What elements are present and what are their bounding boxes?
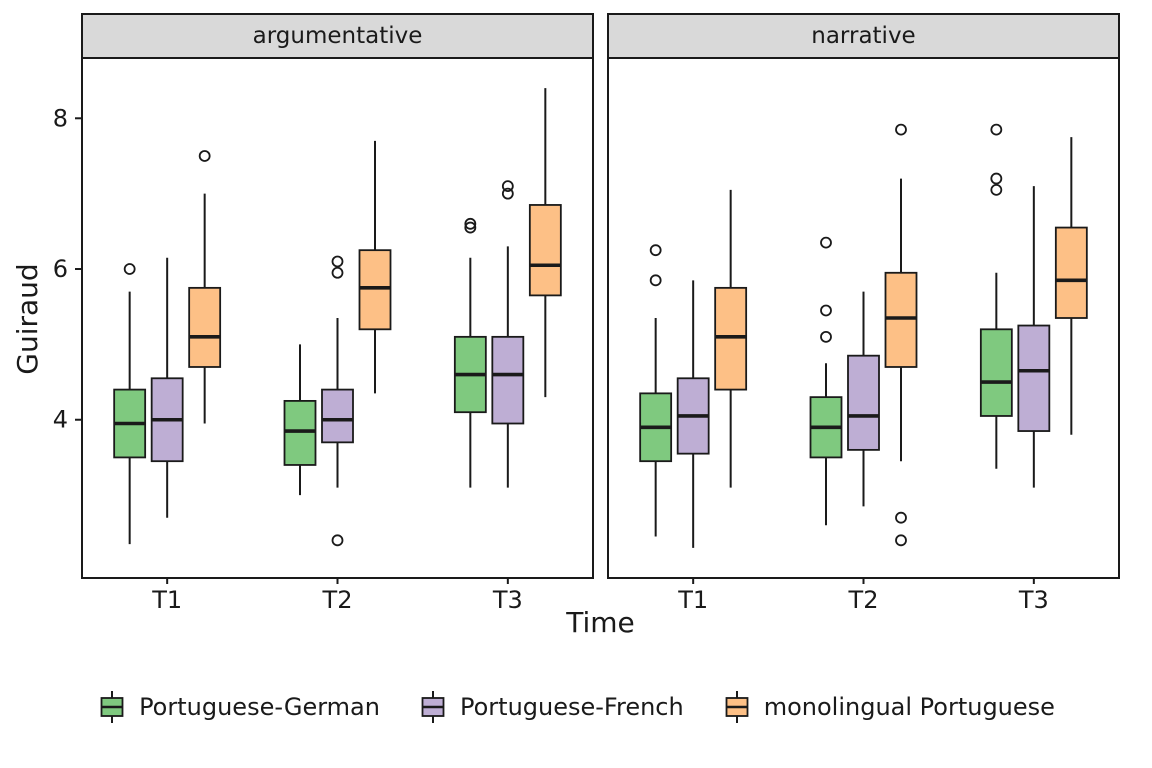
x-tick-label: T2 <box>322 586 353 614</box>
y-tick-label: 8 <box>53 104 68 132</box>
facet-strip <box>81 13 594 59</box>
legend-key-boxplot-icon <box>725 691 749 723</box>
legend-key-boxplot-icon <box>100 691 124 723</box>
outlier-point <box>123 263 136 275</box>
outlier-point <box>649 274 662 287</box>
x-axis-title: Time <box>566 606 635 639</box>
outlier-point <box>895 123 907 136</box>
outlier-point <box>464 217 477 230</box>
box <box>884 271 918 368</box>
outlier-point <box>464 221 477 234</box>
box <box>714 286 748 391</box>
box <box>491 335 525 425</box>
x-tick-label: T1 <box>151 586 182 614</box>
outlier-point <box>331 255 344 268</box>
outlier-point <box>895 534 907 547</box>
outlier-point <box>649 244 662 257</box>
box <box>1054 226 1088 319</box>
outlier-point <box>331 534 344 547</box>
box <box>1017 324 1051 432</box>
facet-strip-label-narrative: narrative <box>811 23 916 49</box>
box <box>979 328 1013 417</box>
outlier-point <box>501 187 514 200</box>
outlier-point <box>820 330 832 343</box>
outlier-point <box>990 123 1003 136</box>
outlier-point <box>990 172 1003 185</box>
y-axis-title: Guiraud <box>11 263 44 375</box>
legend-key-boxplot-icon <box>421 691 445 723</box>
y-tick-label: 6 <box>53 255 68 283</box>
facet-strip <box>607 13 1120 59</box>
legend: Portuguese-German Portuguese-French monoli… <box>0 688 1152 726</box>
legend-item: Portuguese-French <box>418 688 684 726</box>
legend-item: Portuguese-German <box>97 688 380 726</box>
facet-strip-label-argumentative: argumentative <box>252 23 423 49</box>
x-tick-label: T2 <box>848 586 879 614</box>
box <box>847 354 880 451</box>
outlier-point <box>198 150 211 162</box>
outlier-point <box>331 266 344 279</box>
x-tick-label: T3 <box>1018 586 1049 614</box>
x-tick-label: T1 <box>677 586 708 614</box>
outlier-point <box>820 236 832 249</box>
legend-item: monolingual Portuguese <box>722 688 1055 726</box>
box <box>283 399 317 466</box>
box <box>321 388 354 444</box>
legend-label: Portuguese-French <box>459 693 684 721</box>
legend-label: monolingual Portuguese <box>763 693 1055 721</box>
outlier-point <box>820 304 832 317</box>
box <box>528 204 562 297</box>
box <box>188 286 222 368</box>
legend-label: Portuguese-German <box>139 693 380 721</box>
outlier-point <box>895 511 907 524</box>
outlier-point <box>501 180 514 193</box>
y-tick-label: 4 <box>53 406 68 434</box>
box <box>358 249 392 331</box>
x-tick-label: T3 <box>492 586 523 614</box>
outlier-point <box>990 183 1003 196</box>
